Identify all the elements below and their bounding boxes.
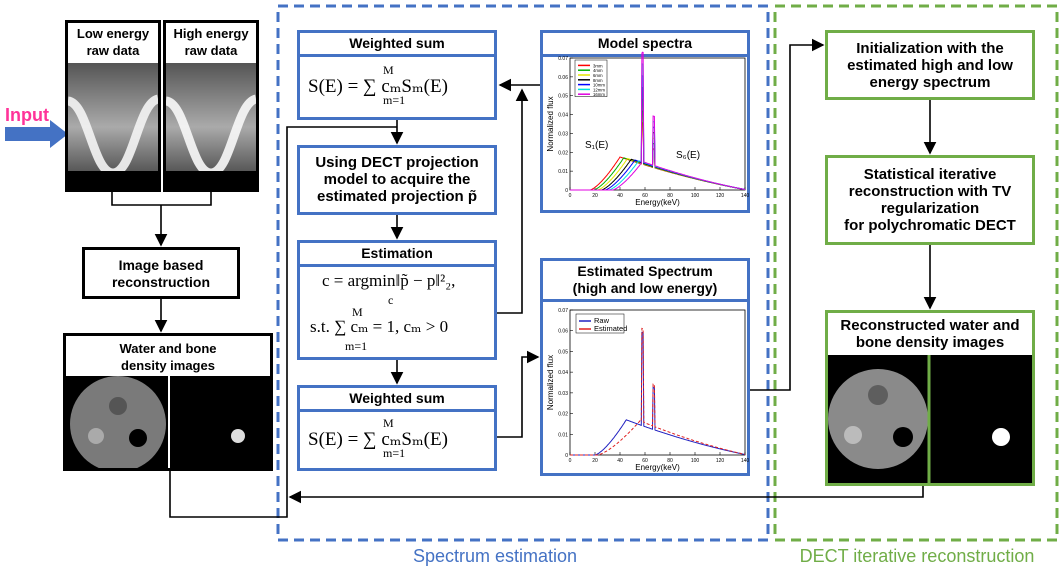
weighted-sum-box: Weighted sum S(E) = ∑ cₘSₘ(E) M m=1 bbox=[297, 30, 497, 120]
formula-lower: m=1 bbox=[345, 339, 367, 354]
text: estimated high and low bbox=[828, 57, 1032, 74]
formula-lower: m=1 bbox=[383, 93, 405, 108]
input-label: Input bbox=[5, 105, 49, 125]
text: (high and low energy) bbox=[543, 280, 747, 297]
text: density images bbox=[66, 357, 270, 374]
box-title: Estimation bbox=[300, 243, 494, 267]
model-spectra-box: Model spectra bbox=[540, 30, 750, 213]
density-images bbox=[66, 376, 270, 468]
page: Spectrum estimation DECT iterative recon… bbox=[0, 0, 1061, 574]
text: energy spectrum bbox=[828, 74, 1032, 91]
formula: S(E) = ∑ cₘSₘ(E) bbox=[308, 428, 448, 451]
formula: c = argmin‖p̃ − p‖²₂, bbox=[322, 271, 455, 291]
box-title: Model spectra bbox=[543, 33, 747, 57]
text: model to acquire the bbox=[300, 171, 494, 188]
box-title: Weighted sum bbox=[300, 388, 494, 412]
text: High energy bbox=[166, 25, 256, 42]
text: Low energy bbox=[68, 25, 158, 42]
text: Using DECT projection bbox=[300, 154, 494, 171]
region-label: DECT iterative reconstruction bbox=[800, 546, 1035, 566]
text: regularization bbox=[828, 200, 1032, 217]
formula-upper: M bbox=[383, 63, 394, 78]
text: Estimated Spectrum bbox=[543, 263, 747, 280]
formula-upper: M bbox=[383, 416, 394, 431]
formula: S(E) = ∑ cₘSₘ(E) bbox=[308, 75, 448, 98]
text: reconstruction bbox=[85, 274, 237, 291]
text: Reconstructed water and bbox=[828, 317, 1032, 334]
text: Image based bbox=[85, 257, 237, 274]
box-title: Weighted sum bbox=[300, 33, 494, 57]
text: estimated projection p̃ bbox=[300, 188, 494, 205]
text: for polychromatic DECT bbox=[828, 217, 1032, 234]
text: Initialization with the bbox=[828, 40, 1032, 57]
formula: s.t. ∑ cₘ = 1, cₘ > 0 bbox=[310, 317, 448, 337]
sinogram bbox=[166, 63, 256, 191]
text: raw data bbox=[68, 42, 158, 59]
text: bone density images bbox=[828, 334, 1032, 351]
estimation-box: Estimation c = argmin‖p̃ − p‖²₂, c M s.t… bbox=[297, 240, 497, 360]
text: Statistical iterative bbox=[828, 166, 1032, 183]
text: raw data bbox=[166, 42, 256, 59]
sinogram bbox=[68, 63, 158, 191]
box-title: Estimated Spectrum(high and low energy) bbox=[543, 261, 747, 302]
estimated-spectrum-box: Estimated Spectrum(high and low energy) bbox=[540, 258, 750, 476]
weighted-sum-box: Weighted sum S(E) = ∑ cₘSₘ(E) M m=1 bbox=[297, 385, 497, 471]
reconstructed-images bbox=[828, 355, 1032, 483]
region-label: Spectrum estimation bbox=[413, 546, 577, 566]
text: reconstruction with TV bbox=[828, 183, 1032, 200]
formula-sub: c bbox=[388, 293, 393, 308]
text: Water and bone bbox=[66, 340, 270, 357]
formula-lower: m=1 bbox=[383, 446, 405, 461]
